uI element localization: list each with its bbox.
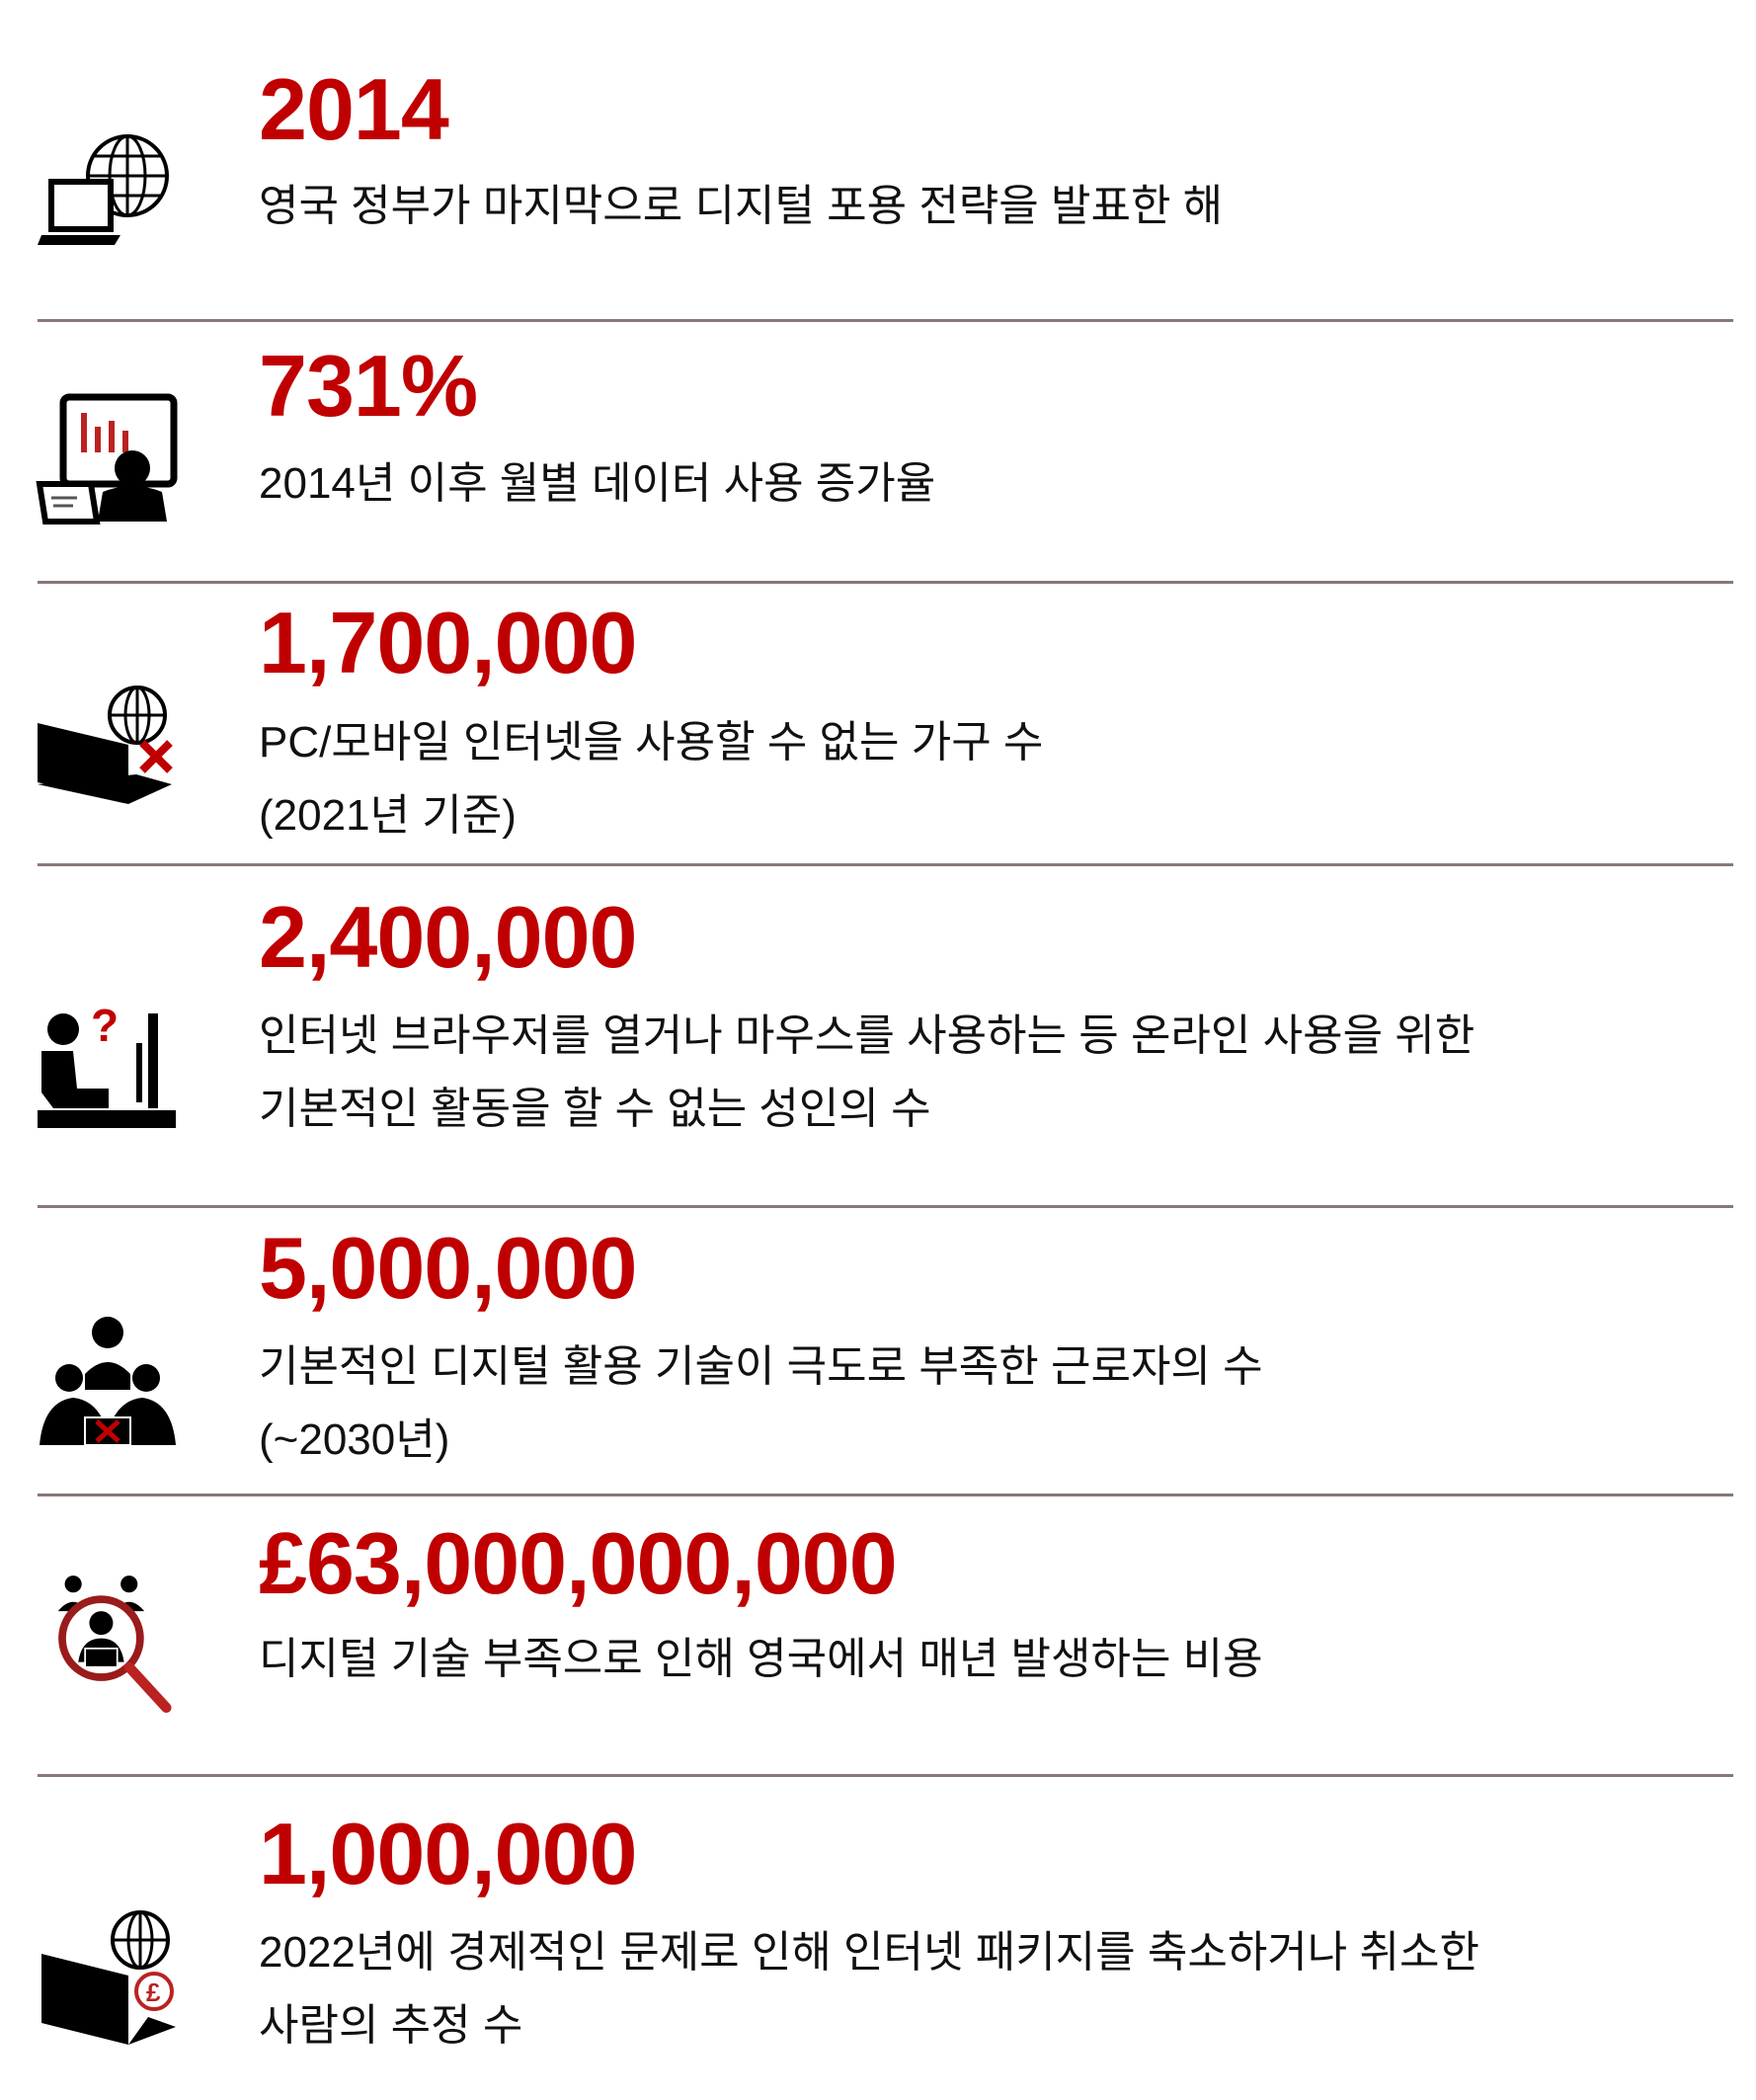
laptop-globe-icon [38,134,169,245]
stat-value: 2,400,000 [259,888,637,986]
stat-value: 5,000,000 [259,1219,637,1317]
magnifier-workers-icon [57,1575,172,1713]
divider [38,863,1733,866]
stat-description: 인터넷 브라우저를 열거나 마우스를 사용하는 등 온라인 사용을 위한 기본적인… [259,1011,1476,1133]
workers-group-icon [40,1317,176,1446]
stat-description: 기본적인 디지털 활용 기술이 극도로 부족한 근로자의 수 (~2030년) [259,1342,1263,1464]
stat-description: 영국 정부가 마지막으로 디지털 포용 전략을 발표한 해 [259,182,1224,230]
laptop-globe-no-access-icon [38,686,173,804]
stat-value: £63,000,000,000 [259,1514,898,1612]
svg-text:£: £ [146,1978,161,2007]
divider [38,581,1733,584]
divider [38,1494,1733,1496]
laptop-globe-pound-icon: £ [41,1910,176,2045]
stat-value: 731% [259,337,478,435]
confused-computer-user-icon: ? [38,1000,176,1128]
divider [38,1774,1733,1777]
stat-description: 2014년 이후 월별 데이터 사용 증가율 [259,459,936,508]
stat-description: 2022년에 경제적인 문제로 인해 인터넷 패키지를 축소하거나 취소한 사람의… [259,1928,1479,2050]
stat-value: 1,000,000 [259,1805,637,1902]
monitor-chart-person-icon [36,393,178,525]
stat-description: 디지털 기술 부족으로 인해 영국에서 매년 발생하는 비용 [259,1635,1263,1683]
stat-value: 1,700,000 [259,594,637,691]
divider [38,319,1733,322]
divider [38,1205,1733,1208]
stat-value: 2014 [259,60,449,158]
svg-text:?: ? [91,1000,119,1051]
stat-description: PC/모바일 인터넷을 사용할 수 없는 가구 수 (2021년 기준) [259,718,1044,840]
